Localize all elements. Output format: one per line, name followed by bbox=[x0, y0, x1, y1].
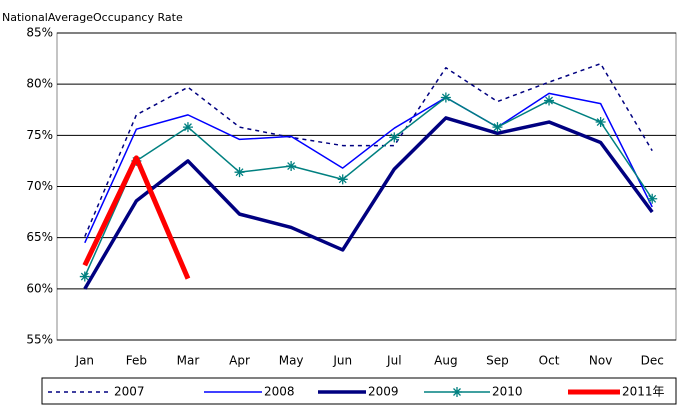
marker bbox=[492, 122, 503, 133]
legend-marker bbox=[452, 387, 462, 397]
legend-label: 2008 bbox=[264, 385, 295, 399]
x-tick-label: Mar bbox=[177, 354, 200, 368]
marker bbox=[337, 174, 348, 185]
marker bbox=[79, 271, 90, 282]
x-tick-label: Oct bbox=[539, 354, 560, 368]
x-tick-label: Jun bbox=[332, 354, 352, 368]
legend-label: 2007 bbox=[114, 385, 145, 399]
legend-label: 2010 bbox=[492, 385, 523, 399]
series-line bbox=[82, 155, 191, 280]
marker bbox=[182, 122, 193, 133]
series-line bbox=[83, 116, 654, 290]
marker bbox=[440, 92, 451, 103]
x-tick-label: Aug bbox=[434, 354, 457, 368]
y-tick-label: 65% bbox=[26, 230, 53, 244]
x-tick-label: Nov bbox=[589, 354, 612, 368]
series-line bbox=[84, 92, 653, 244]
legend-label: 2011年 bbox=[622, 385, 665, 399]
y-tick-label: 70% bbox=[26, 179, 53, 193]
x-tick-label: Apr bbox=[229, 354, 250, 368]
y-tick-label: 60% bbox=[26, 281, 53, 295]
chart-title: NationalAverageOccupancy Rate bbox=[2, 11, 183, 24]
x-tick-label: Feb bbox=[126, 354, 147, 368]
series-line bbox=[84, 96, 653, 277]
marker bbox=[286, 161, 297, 172]
marker bbox=[544, 95, 555, 106]
marker bbox=[595, 117, 606, 128]
marker bbox=[647, 193, 658, 204]
y-tick-label: 75% bbox=[26, 128, 53, 142]
marker bbox=[389, 132, 400, 143]
y-tick-label: 80% bbox=[26, 77, 53, 91]
y-tick-label: 55% bbox=[26, 333, 53, 347]
x-tick-label: May bbox=[279, 354, 304, 368]
x-tick-label: Dec bbox=[641, 354, 664, 368]
series-line bbox=[84, 62, 653, 237]
x-tick-label: Jan bbox=[75, 354, 95, 368]
y-tick-label: 85% bbox=[26, 26, 53, 40]
x-tick-label: Sep bbox=[486, 354, 509, 368]
marker bbox=[234, 167, 245, 178]
legend-label: 2009 bbox=[368, 385, 399, 399]
legend-box bbox=[41, 377, 677, 405]
x-tick-label: Jul bbox=[386, 354, 401, 368]
